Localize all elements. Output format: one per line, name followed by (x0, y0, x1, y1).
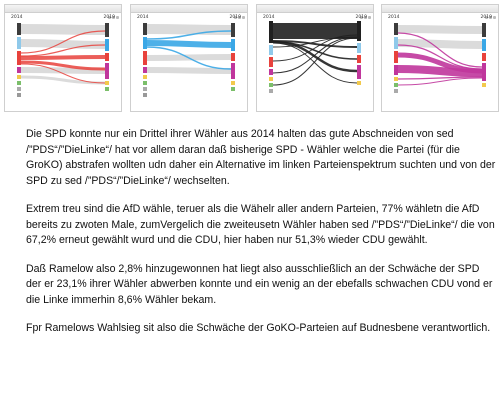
year-right-label: 2019 (355, 15, 367, 20)
sankey-chart-2: 2014 2019 (131, 13, 247, 111)
window-controls[interactable] (359, 6, 371, 19)
chart-window-2[interactable]: 2014 2019 (130, 4, 248, 112)
window-controls[interactable] (107, 6, 119, 19)
chart-window-3[interactable]: 2014 2019 (256, 4, 374, 112)
paragraph-afd: Extrem treu sind die AfD wähle, teruer a… (26, 203, 495, 246)
sankey-graphic (269, 21, 361, 93)
window-titlebar[interactable] (257, 5, 373, 19)
year-left-label: 2014 (388, 15, 400, 20)
paragraph-ramelow: Daß Ramelow also 2,8% hinzugewonnen hat … (26, 262, 493, 306)
window-titlebar[interactable] (382, 5, 498, 19)
sankey-chart-3: 2014 2019 (257, 13, 373, 111)
year-left-label: 2014 (137, 15, 149, 20)
window-titlebar[interactable] (5, 5, 121, 19)
chart-window-1[interactable]: 2014 2019 (4, 4, 122, 112)
window-controls[interactable] (484, 6, 496, 19)
year-left-label: 2014 (11, 15, 23, 20)
window-titlebar[interactable] (131, 5, 247, 19)
window-controls[interactable] (233, 6, 245, 19)
year-right-label: 2019 (480, 15, 492, 20)
sankey-chart-4: 2014 2019 (382, 13, 498, 111)
sankey-graphic (394, 23, 486, 93)
article-text: Die SPD konnte nur ein Drittel ihrer Wäh… (0, 127, 502, 350)
paragraph-conclusion: Fpr Ramelows Wahlsieg sit also die Schwä… (26, 322, 491, 334)
year-right-label: 2019 (229, 15, 241, 20)
paragraph-spd: Die SPD konnte nur ein Drittel ihrer Wäh… (26, 128, 496, 187)
sankey-graphic (143, 23, 235, 97)
sankey-chart-1: 2014 2019 (5, 13, 121, 111)
sankey-graphic (17, 23, 109, 97)
year-left-label: 2014 (263, 15, 275, 20)
chart-window-4[interactable]: 2014 2019 (381, 4, 499, 112)
year-right-label: 2019 (103, 15, 115, 20)
